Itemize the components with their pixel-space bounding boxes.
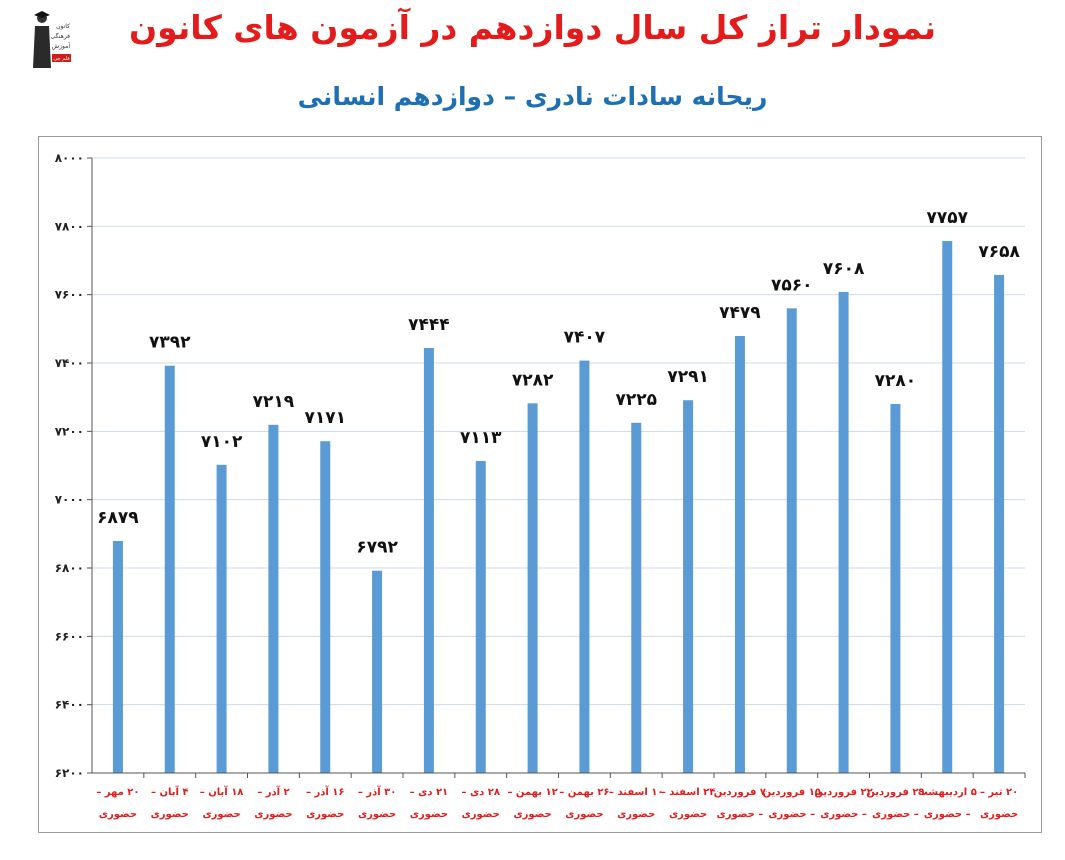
category-label-line2: حضوری <box>202 809 240 820</box>
data-label: ۷۱۰۲ <box>201 432 243 452</box>
category-label: ۱۵ فروردین <box>763 787 821 798</box>
category-label: ۲۰ مهر – <box>96 787 139 798</box>
data-label: ۷۶۵۸ <box>978 242 1020 262</box>
data-label: ۶۷۹۲ <box>356 538 398 558</box>
category-label-line2: – حضوری <box>717 809 764 820</box>
y-tick-label: ۷۶۰۰ <box>55 288 84 302</box>
category-label: ۲۱ دی – <box>410 787 448 798</box>
category-label-line2: – حضوری <box>924 809 971 820</box>
category-label: ۲۸ دی – <box>462 787 500 798</box>
y-tick-label: ۸۰۰۰ <box>55 151 84 165</box>
category-label-line2: – حضوری <box>820 809 867 820</box>
category-label-line2: – حضوری <box>768 809 815 820</box>
y-tick-label: ۷۲۰۰ <box>55 424 84 438</box>
gridlines <box>92 157 1025 774</box>
bar <box>164 365 175 773</box>
logo-line-3: آموزش <box>52 41 71 50</box>
bar <box>683 400 694 773</box>
category-label: ۷ فروردین <box>714 787 766 798</box>
y-tick-label: ۶۲۰۰ <box>55 766 84 780</box>
y-tick-label: ۶۴۰۰ <box>55 698 84 712</box>
bars <box>112 241 1005 773</box>
logo-line-2: فرهنگی <box>51 32 71 40</box>
data-label: ۷۶۰۸ <box>823 259 865 279</box>
category-label: ۲۴ اسفند – <box>661 787 716 798</box>
category-label-line2: حضوری <box>617 809 655 820</box>
bar <box>994 274 1005 773</box>
category-labels: ۲۰ مهر – حضوری ۴ آبان – حضوری ۱۸ آبان – حضوری… <box>96 773 1026 820</box>
category-label: ۲۰ تیر – <box>980 787 1018 798</box>
category-label: ۲۲ فروردین <box>814 787 872 798</box>
bar <box>527 403 538 773</box>
data-label: ۶۸۷۹ <box>97 508 139 528</box>
data-label: ۷۴۰۷ <box>564 328 606 348</box>
bar <box>423 347 434 773</box>
category-label-line2: حضوری <box>151 809 189 820</box>
kanoon-logo: کانون فرهنگی آموزش قلم چی <box>30 6 72 70</box>
category-label-line2: حضوری <box>254 809 292 820</box>
bar <box>942 241 953 773</box>
category-label-line2: حضوری <box>565 809 603 820</box>
category-label-line2: حضوری <box>306 809 344 820</box>
bar <box>216 464 227 773</box>
value-labels: ۶۸۷۹ ۷۳۹۲ ۷۱۰۲ ۷۲۱۹ ۷۱۷۱ ۶۷۹۲ ۷۴۴۴ ۷۱۱۳ ۷۲۸۲ ۷۴۰۷… <box>97 208 1020 558</box>
bar <box>890 404 901 773</box>
category-label-line2: حضوری <box>669 809 707 820</box>
data-label: ۷۳۹۲ <box>149 333 191 353</box>
bar <box>734 336 745 773</box>
category-label: ۲۶ بهمن – <box>559 787 609 798</box>
chart-subtitle: ریحانه سادات نادری – دوازدهم انسانی <box>297 82 768 111</box>
data-label: ۷۵۶۰ <box>771 275 813 295</box>
y-tick-label: ۶۶۰۰ <box>55 629 84 643</box>
category-label: ۲ آذر – <box>257 785 289 798</box>
category-label: ۳۰ آذر – <box>358 785 397 798</box>
category-label: ۱۰ اسفند – <box>609 787 664 798</box>
category-label-line2: حضوری <box>980 809 1018 820</box>
category-label: ۱۲ بهمن – <box>507 787 557 798</box>
data-label: ۷۴۷۹ <box>719 303 761 323</box>
data-label: ۷۲۱۹ <box>253 392 295 412</box>
category-label-line2: حضوری <box>462 809 500 820</box>
category-label: ۱۶ آذر – <box>306 785 345 798</box>
category-label-line2: حضوری <box>513 809 551 820</box>
data-label: ۷۴۴۴ <box>408 315 450 335</box>
chart-title: نمودار تراز کل سال دوازدهم در آزمون های … <box>128 8 937 47</box>
data-label: ۷۱۷۱ <box>304 408 346 428</box>
category-label-line2: حضوری <box>358 809 396 820</box>
data-label: ۷۲۲۵ <box>615 390 657 410</box>
bar <box>372 570 383 773</box>
bar <box>475 461 486 773</box>
bar <box>579 360 590 773</box>
category-label: ۲۹ فروردین <box>866 787 924 798</box>
category-label-line2: حضوری <box>99 809 137 820</box>
y-tick-label: ۷۸۰۰ <box>55 219 84 233</box>
category-label: ۴ آبان – <box>151 785 189 798</box>
bar <box>320 441 331 773</box>
category-label: ۱۸ آبان – <box>200 785 244 798</box>
bar <box>268 424 279 773</box>
category-label-line2: – حضوری <box>872 809 919 820</box>
logo-badge: قلم چی <box>53 56 70 62</box>
y-tick-label: ۷۴۰۰ <box>55 356 84 370</box>
bar <box>631 422 642 773</box>
data-label: ۷۲۸۰ <box>875 371 917 391</box>
data-label: ۷۱۱۳ <box>460 428 502 448</box>
category-label-line2: حضوری <box>410 809 448 820</box>
bar <box>786 308 797 773</box>
y-axis-ticks: ۶۲۰۰ ۶۴۰۰ ۶۶۰۰ ۶۸۰۰ ۷۰۰۰ ۷۲۰۰ ۷۴۰۰ ۷۶۰۰ ۷۸۰۰ ۸۰۰۰ <box>55 151 93 780</box>
data-label: ۷۲۹۱ <box>667 367 709 387</box>
logo-line-1: کانون <box>56 23 70 30</box>
category-label: ۵ اردیبهشت <box>918 787 977 798</box>
data-label: ۷۲۸۲ <box>512 370 554 390</box>
bar <box>838 291 849 773</box>
chart-frame <box>38 136 1042 833</box>
bar <box>112 541 123 773</box>
y-tick-label: ۶۸۰۰ <box>55 561 84 575</box>
y-tick-label: ۷۰۰۰ <box>55 493 84 507</box>
data-label: ۷۷۵۷ <box>926 208 968 228</box>
